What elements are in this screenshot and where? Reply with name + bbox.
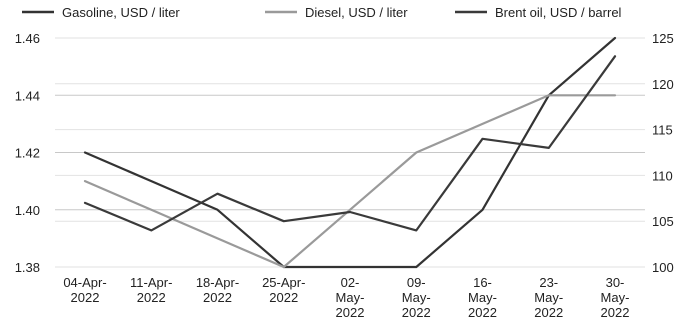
x-tick-label: 02-May-2022 xyxy=(336,275,365,320)
legend: Gasoline, USD / liter Diesel, USD / liter… xyxy=(22,5,622,20)
x-tick-label: 18-Apr-2022 xyxy=(196,275,239,305)
x-tick-label: 30-May-2022 xyxy=(601,275,630,320)
legend-label-2: Brent oil, USD / barrel xyxy=(495,5,622,20)
left-y-tick-label: 1.46 xyxy=(15,31,40,46)
left-y-axis: 1.38 1.40 1.42 1.44 1.46 xyxy=(15,31,40,275)
right-y-tick-label: 110 xyxy=(652,168,673,183)
right-y-tick-label: 100 xyxy=(652,260,674,275)
left-y-tick-label: 1.44 xyxy=(15,88,40,103)
legend-label-0: Gasoline, USD / liter xyxy=(62,5,180,20)
series-line-1 xyxy=(83,94,617,269)
right-y-axis: 100 105 110 115 120 125 xyxy=(652,31,674,275)
right-y-tick-label: 120 xyxy=(652,77,674,92)
right-y-tick-label: 125 xyxy=(652,31,674,46)
grid-lines xyxy=(55,37,645,268)
x-tick-label: 09-May-2022 xyxy=(402,275,431,320)
x-tick-label: 04-Apr-2022 xyxy=(63,275,106,305)
right-y-tick-label: 115 xyxy=(652,123,673,138)
x-tick-label: 25-Apr-2022 xyxy=(262,275,305,305)
series-line-0 xyxy=(83,36,617,269)
x-axis: 04-Apr-2022 11-Apr-2022 18-Apr-2022 25-Apr-… xyxy=(63,275,629,320)
x-tick-label: 11-Apr-2022 xyxy=(130,275,172,305)
right-y-tick-label: 105 xyxy=(652,214,674,229)
left-y-tick-label: 1.40 xyxy=(15,203,40,218)
series-lines xyxy=(83,36,617,269)
left-y-tick-label: 1.38 xyxy=(15,260,40,275)
left-y-tick-label: 1.42 xyxy=(15,146,40,161)
legend-label-1: Diesel, USD / liter xyxy=(305,5,408,20)
x-tick-label: 23-May-2022 xyxy=(534,275,563,320)
series-line-2 xyxy=(83,55,617,232)
x-tick-label: 16-May-2022 xyxy=(468,275,497,320)
